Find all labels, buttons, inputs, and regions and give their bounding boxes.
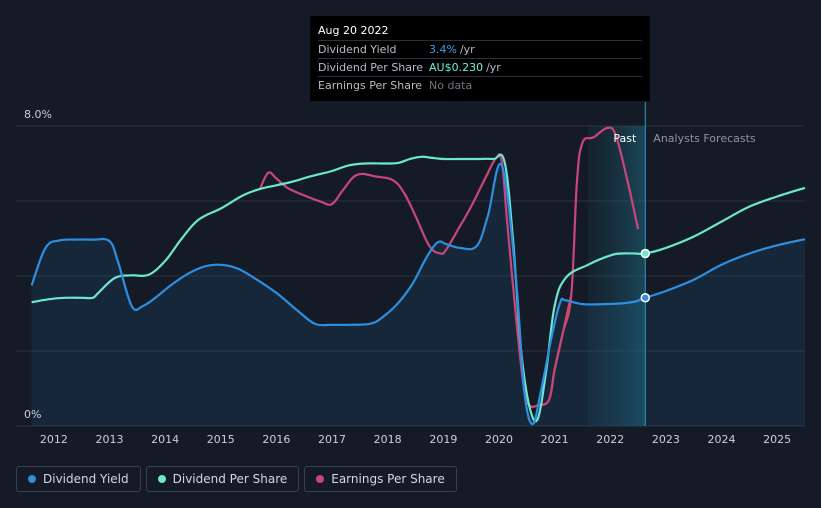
- dividend-per-share-marker: [640, 248, 651, 259]
- legend-dividend-per-share-label: Dividend Per Share: [172, 472, 288, 486]
- dividend-yield-marker: [640, 293, 651, 303]
- x-tick-label: 2017: [318, 433, 346, 446]
- legend: Dividend Yield Dividend Per Share Earnin…: [16, 466, 457, 492]
- tooltip-dps-label: Dividend Per Share: [318, 61, 424, 74]
- dividend-yield-line: [30, 162, 806, 426]
- x-tick-label: 2023: [652, 433, 680, 446]
- x-tick-label: 2022: [596, 433, 624, 446]
- legend-dividend-yield-label: Dividend Yield: [43, 472, 129, 486]
- tooltip-row-dps: Dividend Per Share AU$0.230 /yr: [318, 58, 642, 76]
- earnings-per-share-dot-icon: [316, 475, 325, 483]
- x-tick-label: 2014: [151, 433, 179, 446]
- x-tick-label: 2013: [95, 433, 123, 446]
- series-lines: [30, 126, 806, 426]
- x-tick-label: 2016: [262, 433, 290, 446]
- tooltip-row-eps: Earnings Per Share No data: [318, 76, 642, 94]
- past-label: Past: [613, 132, 637, 145]
- x-tick-label: 2025: [763, 433, 791, 446]
- forecast-markers: [640, 248, 651, 303]
- dividend-per-share-line: [31, 153, 806, 423]
- legend-dividend-per-share[interactable]: Dividend Per Share: [145, 466, 300, 492]
- legend-dividend-yield[interactable]: Dividend Yield: [16, 466, 141, 492]
- x-tick-label: 2018: [374, 433, 402, 446]
- tooltip: Aug 20 2022 Dividend Yield 3.4% /yr Divi…: [310, 16, 650, 101]
- x-tick-label: 2019: [429, 433, 457, 446]
- x-axis-ticks: 2012 2013 2014 2015 2016 2017 2018 2019 2020 2021…: [40, 433, 791, 446]
- tooltip-yield-unit: /yr: [459, 43, 475, 56]
- dividend-yield-dot-icon: [28, 475, 36, 483]
- tooltip-eps-value: No data: [429, 79, 473, 92]
- y-axis-bottom-label: 0%: [24, 408, 41, 421]
- dividend-per-share-dot-icon: [157, 475, 166, 483]
- tooltip-yield-label: Dividend Yield: [318, 43, 397, 56]
- tooltip-row-yield: Dividend Yield 3.4% /yr: [318, 40, 642, 58]
- tooltip-yield-value: 3.4%: [429, 43, 457, 56]
- x-tick-label: 2021: [541, 433, 569, 446]
- x-tick-label: 2024: [708, 433, 736, 446]
- analysts-forecasts-label: Analysts Forecasts: [653, 132, 756, 145]
- legend-earnings-per-share[interactable]: Earnings Per Share: [304, 466, 457, 492]
- x-tick-label: 2012: [40, 433, 68, 446]
- dividend-yield-area: [31, 163, 806, 427]
- tooltip-eps-label: Earnings Per Share: [318, 79, 423, 92]
- y-axis-top-label: 8.0%: [24, 108, 52, 121]
- past-band: [587, 126, 646, 426]
- tooltip-dps-unit: /yr: [486, 61, 501, 74]
- earnings-per-share-line: [258, 126, 640, 409]
- x-tick-label: 2015: [207, 433, 235, 446]
- legend-earnings-per-share-label: Earnings Per Share: [331, 472, 445, 486]
- tooltip-date: Aug 20 2022: [318, 24, 389, 37]
- tooltip-dps-value: AU$0.230: [429, 61, 484, 74]
- x-tick-label: 2020: [485, 433, 513, 446]
